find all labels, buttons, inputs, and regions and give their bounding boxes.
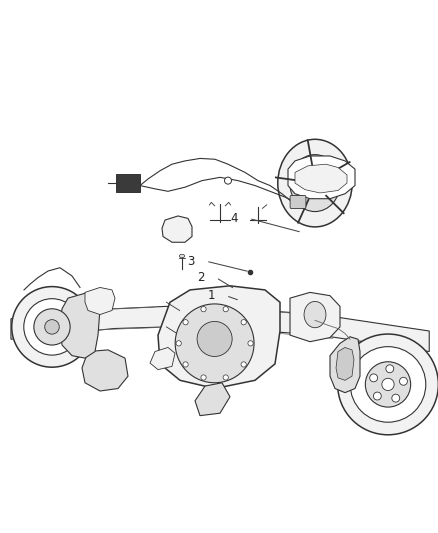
Polygon shape — [288, 156, 355, 199]
Circle shape — [374, 392, 381, 400]
Circle shape — [34, 309, 70, 345]
Circle shape — [201, 306, 206, 312]
Polygon shape — [330, 337, 360, 393]
Polygon shape — [85, 287, 115, 314]
Ellipse shape — [175, 304, 254, 383]
Circle shape — [392, 394, 400, 402]
Circle shape — [382, 378, 394, 391]
Polygon shape — [150, 348, 175, 369]
Polygon shape — [195, 383, 230, 416]
Circle shape — [241, 320, 246, 325]
Circle shape — [399, 377, 407, 385]
Polygon shape — [158, 286, 280, 389]
Circle shape — [24, 298, 80, 355]
Circle shape — [223, 375, 228, 380]
Text: 2: 2 — [198, 271, 205, 284]
Text: 1: 1 — [208, 289, 215, 302]
Polygon shape — [11, 306, 429, 352]
Circle shape — [248, 341, 253, 346]
Circle shape — [225, 177, 232, 184]
Circle shape — [197, 321, 232, 357]
Text: 3: 3 — [187, 255, 195, 268]
Polygon shape — [295, 164, 347, 193]
Circle shape — [386, 365, 394, 373]
Polygon shape — [60, 293, 100, 358]
Ellipse shape — [290, 155, 340, 212]
Polygon shape — [336, 348, 354, 381]
Circle shape — [338, 334, 438, 435]
FancyBboxPatch shape — [290, 196, 306, 208]
FancyBboxPatch shape — [116, 174, 140, 192]
Circle shape — [183, 362, 188, 367]
Circle shape — [223, 306, 228, 312]
Polygon shape — [82, 350, 128, 391]
Ellipse shape — [278, 139, 352, 227]
Text: 4: 4 — [230, 212, 238, 225]
Circle shape — [45, 320, 59, 334]
Circle shape — [201, 375, 206, 380]
Circle shape — [350, 346, 426, 422]
Circle shape — [370, 374, 378, 382]
Polygon shape — [162, 216, 192, 243]
Ellipse shape — [180, 254, 185, 258]
Circle shape — [176, 341, 181, 346]
Circle shape — [12, 287, 92, 367]
Circle shape — [183, 320, 188, 325]
Ellipse shape — [304, 302, 326, 328]
Polygon shape — [290, 293, 340, 342]
Circle shape — [241, 362, 246, 367]
Circle shape — [365, 362, 411, 407]
